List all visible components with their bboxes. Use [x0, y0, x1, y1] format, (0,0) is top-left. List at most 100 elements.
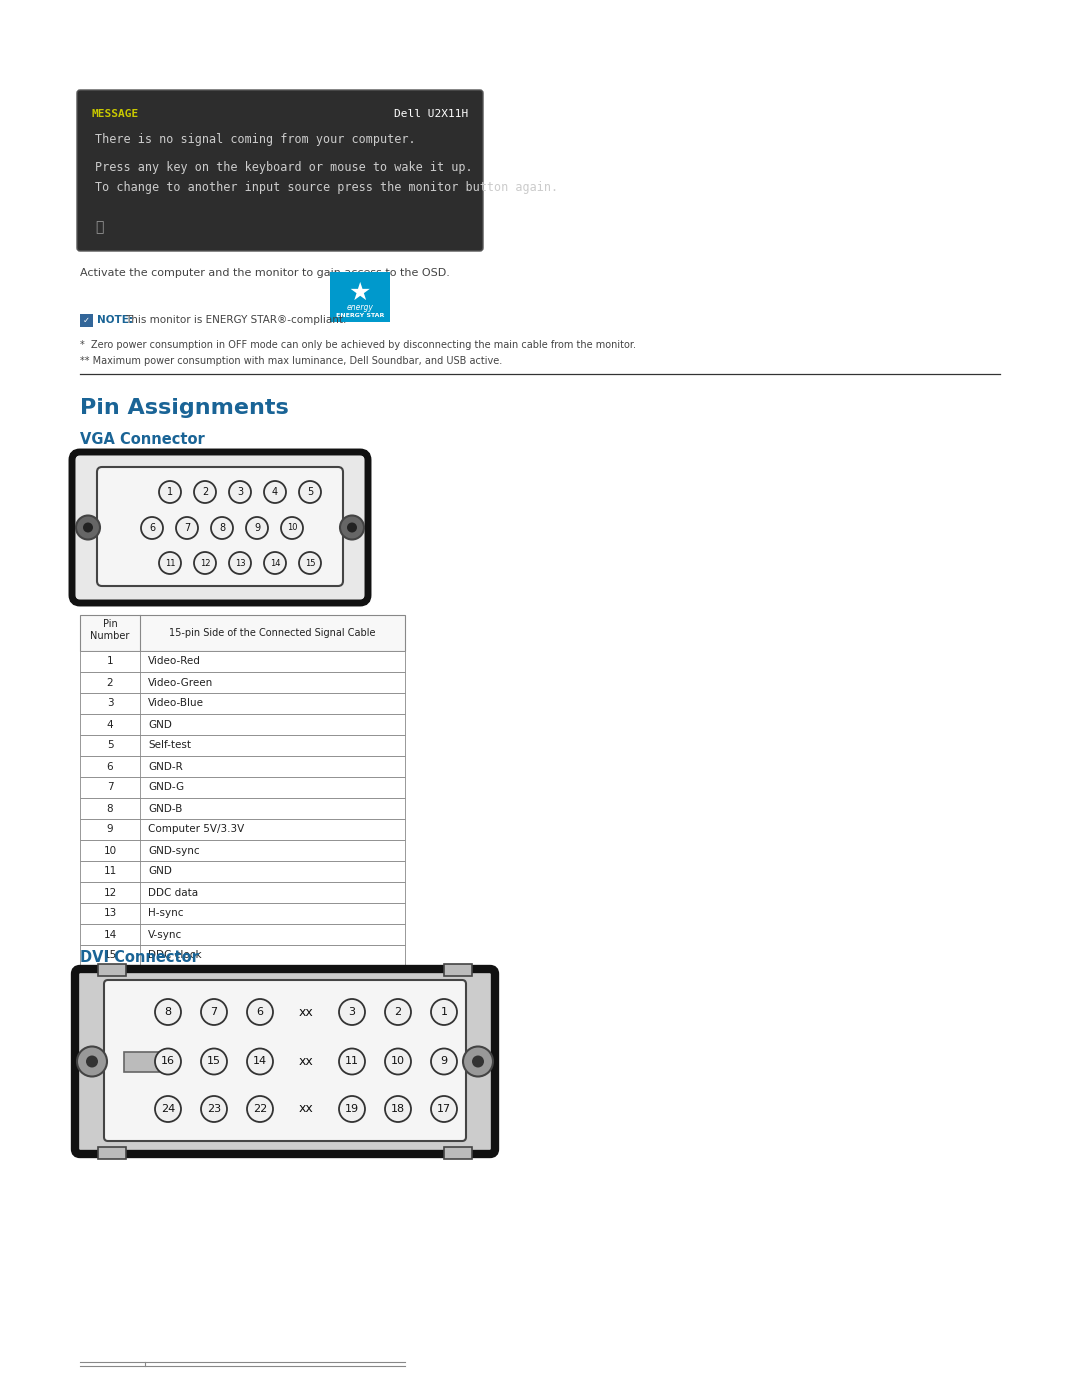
Bar	[80, 693, 405, 714]
Bar	[80, 840, 405, 861]
Text: 10: 10	[391, 1056, 405, 1066]
Text: 13: 13	[104, 908, 117, 918]
FancyBboxPatch shape	[72, 453, 368, 604]
Text: 4: 4	[272, 488, 278, 497]
Text: 11: 11	[104, 866, 117, 876]
FancyBboxPatch shape	[75, 970, 495, 1154]
Text: 5: 5	[307, 488, 313, 497]
Text: V-sync: V-sync	[148, 929, 183, 940]
FancyBboxPatch shape	[77, 89, 483, 251]
Text: 6: 6	[149, 522, 156, 534]
Text: 22: 22	[253, 1104, 267, 1113]
Text: DDC data: DDC data	[148, 887, 198, 897]
Text: 2: 2	[394, 1007, 402, 1017]
Circle shape	[431, 999, 457, 1025]
Circle shape	[194, 481, 216, 503]
Circle shape	[86, 1056, 98, 1067]
Circle shape	[229, 481, 251, 503]
Text: 3: 3	[349, 1007, 355, 1017]
Circle shape	[229, 552, 251, 574]
Circle shape	[201, 999, 227, 1025]
Circle shape	[194, 552, 216, 574]
Text: 10: 10	[287, 524, 297, 532]
Text: *  Zero power consumption in OFF mode can only be achieved by disconnecting the : * Zero power consumption in OFF mode can…	[80, 339, 636, 351]
Text: 7: 7	[107, 782, 113, 792]
Text: 15: 15	[305, 559, 315, 567]
Bar	[80, 735, 405, 756]
Text: 24: 24	[161, 1104, 175, 1113]
Text: 11: 11	[345, 1056, 359, 1066]
Circle shape	[281, 517, 303, 539]
Circle shape	[339, 999, 365, 1025]
Text: 2: 2	[202, 488, 208, 497]
Bar	[80, 314, 93, 327]
Circle shape	[176, 517, 198, 539]
Circle shape	[384, 999, 411, 1025]
Circle shape	[339, 1097, 365, 1122]
Circle shape	[83, 522, 93, 532]
Text: MESSAGE: MESSAGE	[92, 109, 139, 119]
Bar	[80, 923, 405, 944]
Circle shape	[340, 515, 364, 539]
Text: 19: 19	[345, 1104, 359, 1113]
Bar	[80, 615, 405, 651]
Text: 8: 8	[219, 522, 225, 534]
Bar	[80, 798, 405, 819]
Circle shape	[472, 1056, 484, 1067]
Text: Self-test: Self-test	[148, 740, 191, 750]
Text: 9: 9	[107, 824, 113, 834]
Text: 7: 7	[211, 1007, 217, 1017]
Text: 2: 2	[107, 678, 113, 687]
Circle shape	[463, 1046, 492, 1077]
Text: 11: 11	[165, 559, 175, 567]
Text: 12: 12	[200, 559, 211, 567]
Text: xx: xx	[299, 1102, 313, 1115]
Text: Activate the computer and the monitor to gain access to the OSD.: Activate the computer and the monitor to…	[80, 268, 450, 278]
Text: GND-B: GND-B	[148, 803, 183, 813]
Text: Video-Blue: Video-Blue	[148, 698, 204, 708]
Text: 23: 23	[207, 1104, 221, 1113]
Circle shape	[247, 1049, 273, 1074]
Text: 14: 14	[270, 559, 280, 567]
Circle shape	[431, 1049, 457, 1074]
Text: 15-pin Side of the Connected Signal Cable: 15-pin Side of the Connected Signal Cabl…	[170, 629, 376, 638]
Circle shape	[264, 552, 286, 574]
Text: GND-G: GND-G	[148, 782, 184, 792]
Text: Video-Green: Video-Green	[148, 678, 213, 687]
Text: Pin
Number: Pin Number	[91, 619, 130, 641]
Text: 6: 6	[107, 761, 113, 771]
Text: 10: 10	[104, 845, 117, 855]
Circle shape	[339, 1049, 365, 1074]
Text: 1: 1	[107, 657, 113, 666]
Text: energy: energy	[347, 303, 374, 312]
Text: Dell U2X11H: Dell U2X11H	[394, 109, 468, 119]
Text: ENERGY STAR: ENERGY STAR	[336, 313, 384, 319]
Bar	[444, 1147, 472, 1160]
Circle shape	[201, 1097, 227, 1122]
Text: This monitor is ENERGY STAR®-compliant.: This monitor is ENERGY STAR®-compliant.	[125, 314, 347, 326]
Bar	[98, 1147, 126, 1160]
Text: 14: 14	[253, 1056, 267, 1066]
Text: 15: 15	[207, 1056, 221, 1066]
Text: Pin Assignments: Pin Assignments	[80, 398, 288, 418]
FancyBboxPatch shape	[97, 467, 343, 585]
Text: 16: 16	[161, 1056, 175, 1066]
Text: ✓: ✓	[83, 316, 90, 326]
Text: 14: 14	[104, 929, 117, 940]
Text: DDC clock: DDC clock	[148, 950, 202, 961]
Text: H-sync: H-sync	[148, 908, 184, 918]
Text: 3: 3	[107, 698, 113, 708]
Circle shape	[77, 1046, 107, 1077]
Bar	[124, 1052, 159, 1071]
Circle shape	[156, 999, 181, 1025]
Circle shape	[431, 1097, 457, 1122]
Circle shape	[247, 999, 273, 1025]
Text: DVI Connector: DVI Connector	[80, 950, 199, 965]
Text: VGA Connector: VGA Connector	[80, 432, 205, 447]
Text: 15: 15	[104, 950, 117, 961]
Text: 3: 3	[237, 488, 243, 497]
Text: Video-Red: Video-Red	[148, 657, 201, 666]
Text: GND: GND	[148, 719, 172, 729]
Text: ★: ★	[349, 281, 372, 305]
Text: xx: xx	[299, 1055, 313, 1067]
